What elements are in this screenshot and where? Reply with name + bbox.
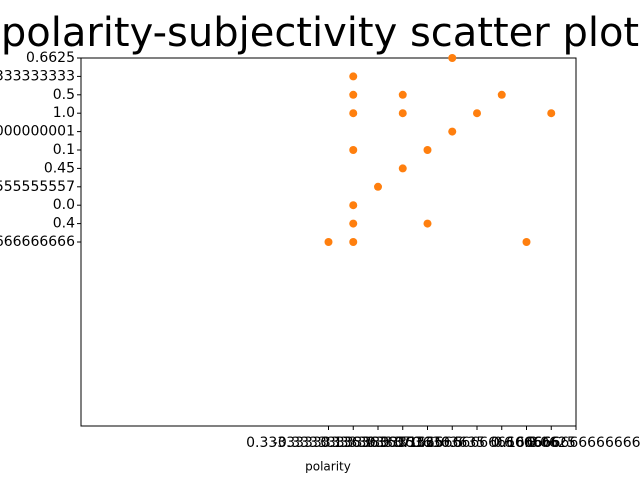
y-tick-label: 0.0 <box>53 197 75 213</box>
x-tick-label: 0.13636363636363635 <box>320 435 485 451</box>
point <box>522 238 531 246</box>
x-tick-label: 0.0625 <box>527 435 576 451</box>
point <box>324 238 333 246</box>
y-tick-label: 0.6000000000000001 <box>0 124 75 140</box>
x-tick-label: 0.8 <box>515 435 537 451</box>
y-tick-label: 0.6666666666666666 <box>0 234 75 250</box>
point <box>349 109 358 118</box>
point <box>349 219 358 228</box>
x-tick-label: 0.5 <box>441 435 463 451</box>
x-tick-label: 0.0 <box>367 435 389 451</box>
y-tick-label: 0.5555555555555557 <box>0 179 75 195</box>
x-tick-label: 0.16666666666666666 <box>395 435 560 451</box>
y-tick-label: 1.0 <box>53 105 75 121</box>
point <box>398 164 407 173</box>
y-tick-label: 0.45 <box>44 160 75 176</box>
point <box>448 127 457 136</box>
point <box>448 54 457 62</box>
y-tick-label: 0.5 <box>53 87 75 103</box>
x-axis-label: polarity <box>305 460 351 474</box>
x-tick-label: 0.33333333333333337 <box>246 435 411 451</box>
chart-title: polarity-subjectivity scatter plot <box>1 10 639 56</box>
point <box>349 238 358 246</box>
y-tick-label: 0.4 <box>53 216 75 232</box>
point <box>349 201 358 210</box>
point <box>349 72 358 81</box>
y-tick-label: 0.6625 <box>26 50 75 66</box>
point <box>473 109 481 118</box>
point <box>398 90 407 99</box>
point <box>374 182 382 191</box>
y-tick-label: 0.8333333333333333 <box>0 68 75 84</box>
point <box>423 146 432 154</box>
x-tick-label: 0.16666666666666666 <box>494 435 640 451</box>
point <box>547 109 556 118</box>
point <box>398 109 407 118</box>
point <box>349 146 358 154</box>
point <box>349 90 358 99</box>
x-tick-label: 0.6 <box>491 435 513 451</box>
y-tick-label: 0.1 <box>53 142 75 158</box>
point <box>423 219 432 228</box>
x-tick-label: 0.25 <box>412 435 443 451</box>
x-tick-label: -0.3333333333333333 <box>273 435 434 451</box>
point <box>497 90 506 99</box>
